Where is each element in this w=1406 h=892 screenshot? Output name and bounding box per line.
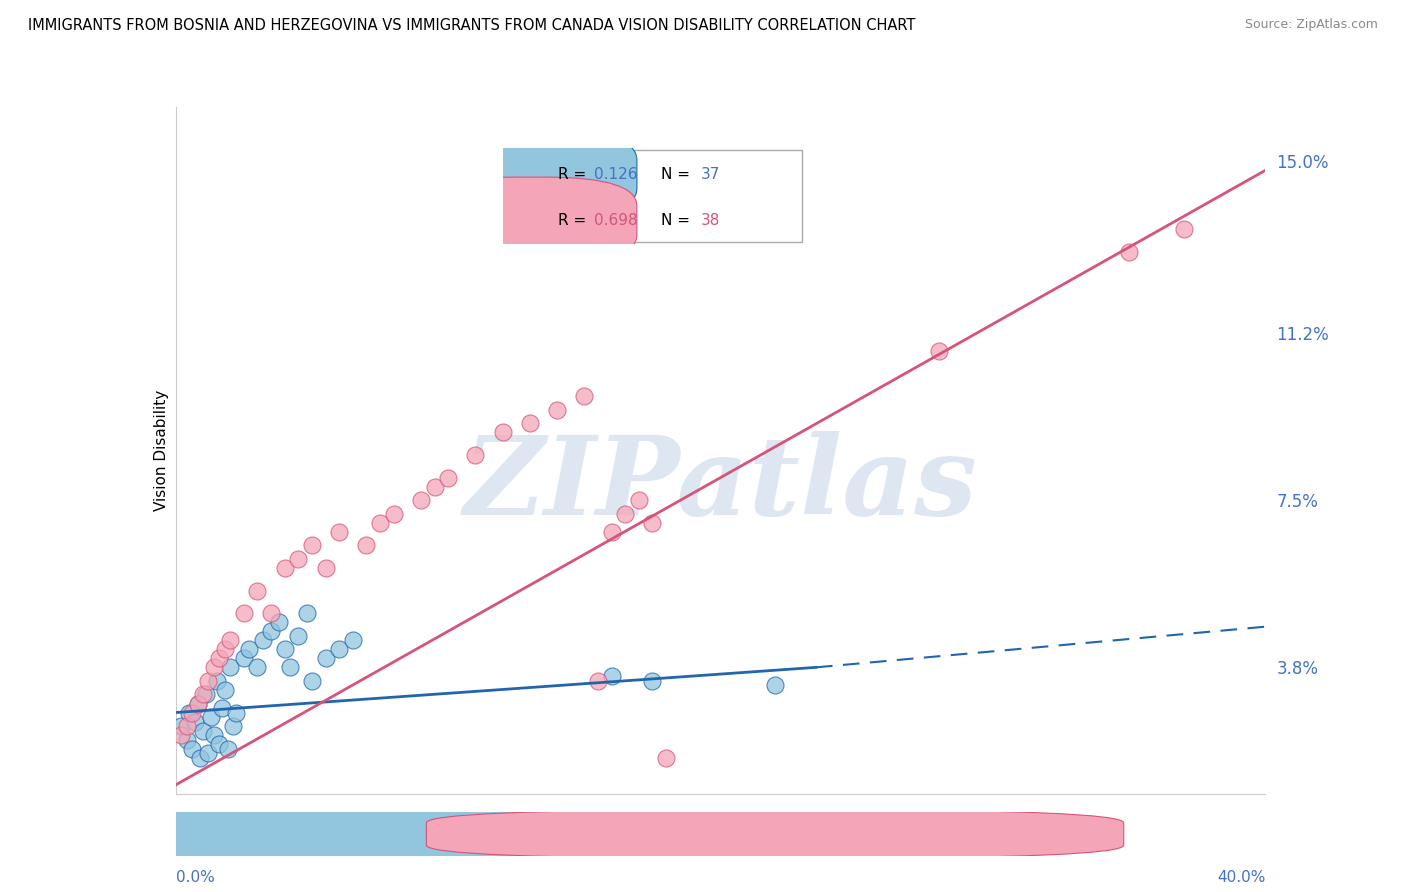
Point xyxy=(202,728,225,742)
Point xyxy=(274,561,297,575)
Point xyxy=(208,737,231,751)
Point xyxy=(186,697,209,711)
Point xyxy=(188,750,211,764)
Point xyxy=(184,714,207,729)
Point xyxy=(328,642,350,657)
Point xyxy=(179,706,201,720)
Text: 40.0%: 40.0% xyxy=(1218,870,1265,885)
Point xyxy=(186,697,209,711)
Y-axis label: Vision Disability: Vision Disability xyxy=(153,390,169,511)
Point xyxy=(246,583,269,598)
Point xyxy=(342,633,364,648)
Point xyxy=(260,624,283,639)
Point xyxy=(278,660,301,674)
Point xyxy=(301,673,323,688)
Text: R =: R = xyxy=(558,167,591,182)
Point xyxy=(219,660,242,674)
Point xyxy=(219,633,242,648)
Point xyxy=(295,606,318,620)
Text: Source: ZipAtlas.com: Source: ZipAtlas.com xyxy=(1244,18,1378,31)
Point xyxy=(205,673,228,688)
Point xyxy=(600,669,623,683)
Point xyxy=(176,732,198,747)
Text: 0.0%: 0.0% xyxy=(176,870,215,885)
Text: R =: R = xyxy=(558,213,591,227)
Point xyxy=(1173,222,1195,236)
Point xyxy=(252,633,274,648)
Point xyxy=(197,746,219,760)
Point xyxy=(641,673,664,688)
Point xyxy=(287,552,309,566)
Text: IMMIGRANTS FROM BOSNIA AND HERZEGOVINA VS IMMIGRANTS FROM CANADA VISION DISABILI: IMMIGRANTS FROM BOSNIA AND HERZEGOVINA V… xyxy=(28,18,915,33)
Point xyxy=(202,660,225,674)
FancyBboxPatch shape xyxy=(423,178,637,264)
FancyBboxPatch shape xyxy=(506,150,801,243)
Point xyxy=(191,723,214,738)
Point xyxy=(368,516,391,530)
Point xyxy=(214,642,236,657)
Point xyxy=(287,629,309,643)
Point xyxy=(170,719,193,733)
Point xyxy=(232,606,254,620)
Point xyxy=(423,480,446,494)
Point xyxy=(437,470,460,484)
FancyBboxPatch shape xyxy=(426,810,1123,858)
Text: N =: N = xyxy=(661,167,695,182)
Point xyxy=(763,678,786,692)
Point xyxy=(274,642,297,657)
Point xyxy=(356,538,378,552)
Point xyxy=(409,493,432,508)
Point xyxy=(232,651,254,665)
Point xyxy=(200,710,222,724)
Point xyxy=(191,688,214,702)
Point xyxy=(181,706,204,720)
Point xyxy=(197,673,219,688)
Point xyxy=(269,615,291,630)
Point xyxy=(194,688,217,702)
Point xyxy=(176,719,198,733)
Point xyxy=(1118,244,1140,259)
Point xyxy=(614,507,637,521)
Text: Immigrants from Canada: Immigrants from Canada xyxy=(813,827,997,841)
Point xyxy=(627,493,650,508)
Point xyxy=(600,524,623,539)
Text: Immigrants from Bosnia and Herzegovina: Immigrants from Bosnia and Herzegovina xyxy=(432,827,737,841)
Point xyxy=(315,561,337,575)
Point xyxy=(464,448,486,462)
Point xyxy=(655,750,678,764)
Point xyxy=(574,389,596,403)
Text: 38: 38 xyxy=(702,213,720,227)
Point xyxy=(301,538,323,552)
Point xyxy=(492,425,515,440)
Point xyxy=(222,719,245,733)
Point xyxy=(641,516,664,530)
Point xyxy=(928,344,950,359)
Point xyxy=(382,507,405,521)
Point xyxy=(315,651,337,665)
Text: N =: N = xyxy=(661,213,695,227)
Point xyxy=(170,728,193,742)
Point xyxy=(225,706,247,720)
Text: 0.698: 0.698 xyxy=(595,213,638,227)
Point xyxy=(214,682,236,697)
Point xyxy=(238,642,260,657)
Point xyxy=(181,741,204,756)
Text: 37: 37 xyxy=(702,167,720,182)
FancyBboxPatch shape xyxy=(423,131,637,218)
Point xyxy=(211,701,233,715)
Point xyxy=(586,673,609,688)
Text: ZIPatlas: ZIPatlas xyxy=(464,431,977,539)
Point xyxy=(328,524,350,539)
Point xyxy=(260,606,283,620)
FancyBboxPatch shape xyxy=(45,810,742,858)
Point xyxy=(208,651,231,665)
Point xyxy=(246,660,269,674)
Point xyxy=(546,402,568,417)
Text: 0.126: 0.126 xyxy=(595,167,638,182)
Point xyxy=(217,741,239,756)
Point xyxy=(519,417,541,431)
